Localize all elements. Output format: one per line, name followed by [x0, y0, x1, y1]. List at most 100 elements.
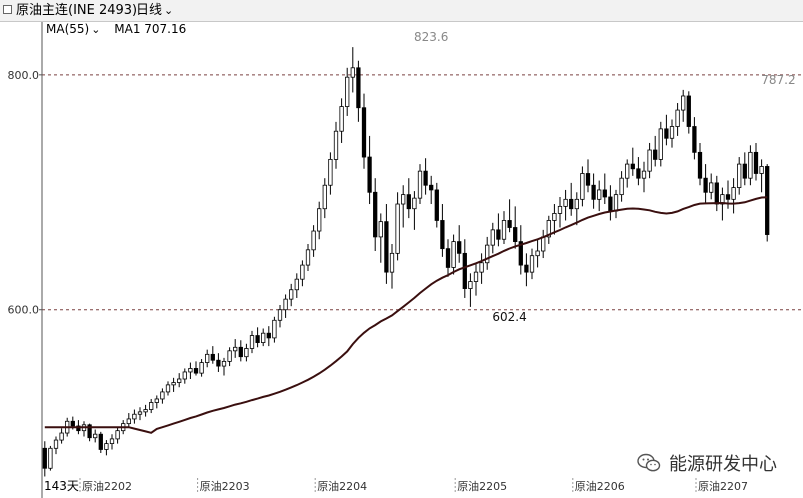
ma-indicator-select[interactable]: MA(55) ⌄ [46, 22, 100, 36]
candle-down [697, 151, 703, 179]
candle-down [742, 163, 747, 179]
candle-up [165, 384, 171, 393]
candle-up [311, 230, 316, 251]
candle-down [266, 332, 271, 339]
candle-up [658, 128, 663, 160]
candle-up [675, 109, 680, 127]
candle-down [193, 368, 199, 374]
y-tick-label: 600.0 [8, 304, 40, 317]
candle-down [210, 353, 215, 361]
month-label: 原油2206 [575, 479, 625, 493]
candle-down [692, 126, 697, 153]
watermark-text: 能源研发中心 [669, 454, 777, 475]
high-label: 787.2 [761, 73, 795, 87]
candle-up [748, 151, 753, 179]
candle-down [703, 177, 708, 193]
y-axis: 600.0 800.0 [8, 22, 43, 498]
candle-up [126, 418, 131, 425]
candle-up [272, 319, 277, 339]
candle-down [591, 184, 596, 200]
candle-up [378, 221, 383, 238]
candle-up [244, 348, 249, 358]
candle-down [753, 151, 759, 174]
candle-down [87, 424, 92, 439]
candle-up [317, 208, 322, 232]
candle-down [462, 252, 467, 289]
candle-down [524, 264, 529, 273]
candle-up [574, 198, 579, 210]
candle-down [630, 163, 635, 170]
month-label: 原油2205 [457, 479, 507, 493]
candle-up [294, 278, 299, 291]
candle-up [597, 189, 602, 200]
y-tick-label: 800.0 [8, 69, 40, 82]
candle-up [485, 244, 490, 264]
candle-down [608, 196, 613, 212]
candle-up [149, 402, 154, 410]
candle-up [501, 220, 507, 240]
candle-down [76, 425, 81, 432]
period-select[interactable]: 日线 ⌄ [136, 0, 173, 21]
month-label: 原油2202 [82, 479, 132, 493]
candle-up [479, 262, 484, 273]
candle-up [261, 332, 266, 344]
candle-up [249, 335, 255, 349]
candle-up [104, 443, 109, 450]
candle-down [406, 194, 411, 210]
candle-up [759, 166, 764, 174]
candle-down [440, 220, 445, 250]
candle-down [585, 173, 591, 186]
candle-up [552, 213, 557, 221]
candle-up [322, 184, 327, 210]
candle-up [389, 252, 395, 273]
candles [42, 47, 770, 477]
candle-down [496, 229, 501, 240]
candle-down [653, 149, 658, 160]
candle-down [457, 241, 462, 254]
candle-down [725, 194, 731, 200]
candle-down [518, 241, 523, 266]
candle-up [221, 360, 227, 367]
candle-up [546, 220, 551, 238]
candle-up [468, 281, 473, 289]
candle-up [619, 177, 624, 196]
candle-up [625, 163, 630, 179]
low-label: 602.4 [492, 310, 526, 324]
candle-up [182, 371, 187, 380]
candle-up [395, 203, 400, 254]
candle-down [602, 189, 607, 198]
candle-up [451, 241, 456, 268]
candle-down [714, 182, 719, 205]
candle-up [277, 309, 283, 321]
window-icon[interactable] [3, 5, 12, 14]
period-label: 日线 [136, 3, 163, 18]
candle-up [233, 346, 238, 352]
candle-down [70, 420, 75, 427]
candle-down [238, 346, 243, 358]
candle-up [132, 413, 137, 420]
month-label: 原油2203 [200, 479, 250, 493]
candle-up [731, 187, 736, 200]
candle-up [535, 250, 540, 257]
candle-up [227, 350, 232, 362]
chevron-down-icon: ⌄ [91, 23, 101, 36]
candle-down [216, 359, 221, 367]
candle-up [333, 130, 339, 160]
candle-up [647, 149, 652, 172]
instrument-title: 原油主连(INE 2493) [16, 3, 138, 18]
candle-up [473, 271, 479, 282]
candle-up [300, 264, 305, 280]
candle-up [143, 409, 148, 413]
candle-up [154, 398, 159, 403]
high-label: 823.6 [414, 30, 448, 44]
candle-down [361, 107, 367, 158]
candle-down [434, 189, 439, 221]
candle-up [137, 411, 143, 415]
candle-up [641, 170, 647, 179]
candle-down [507, 220, 512, 228]
candle-up [93, 433, 98, 439]
candle-down [429, 184, 434, 191]
candle-up [283, 298, 288, 311]
